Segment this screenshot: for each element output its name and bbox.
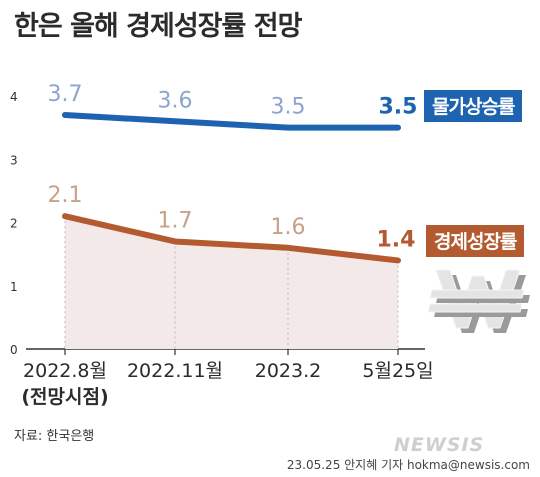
y-tick-label: 1 [10, 280, 18, 294]
growth-data-label: 2.1 [48, 183, 83, 208]
inflation-data-label: 3.5 [271, 95, 306, 120]
y-tick-label: 3 [10, 153, 18, 167]
x-category-label: 2022.11월 [127, 360, 223, 382]
won-sign-icon [427, 269, 530, 333]
page-title: 한은 올해 경제성장률 전망 [14, 11, 302, 42]
growth-area [65, 216, 398, 349]
newsis-logo: NEWSIS [394, 434, 485, 456]
growth-data-label: 1.6 [271, 215, 306, 240]
x-category-label: 5월25일 [362, 360, 433, 382]
growth-line [62, 213, 401, 264]
y-tick-label: 2 [10, 217, 18, 231]
growth-data-label: 1.7 [158, 208, 193, 233]
source-note: 자료: 한국은행 [14, 429, 95, 444]
inflation-data-label: 3.7 [48, 82, 83, 107]
inflation-line [62, 111, 401, 131]
inflation-data-label: 3.6 [158, 88, 193, 113]
inflation-data-label: 3.5 [379, 95, 418, 120]
x-category-label: (전망시점) [21, 386, 108, 408]
y-tick-label: 4 [10, 90, 18, 104]
credit-line: 23.05.25 안지혜 기자 hokma@newsis.com [286, 458, 530, 472]
x-category-label: 2022.8월 [23, 360, 107, 382]
inflation-legend-label: 물가상승률 [424, 90, 523, 122]
x-category-label: 2023.2 [255, 360, 321, 382]
growth-legend-label: 경제성장률 [426, 225, 525, 257]
y-tick-label: 0 [10, 343, 18, 357]
growth-data-label: 1.4 [377, 227, 416, 252]
